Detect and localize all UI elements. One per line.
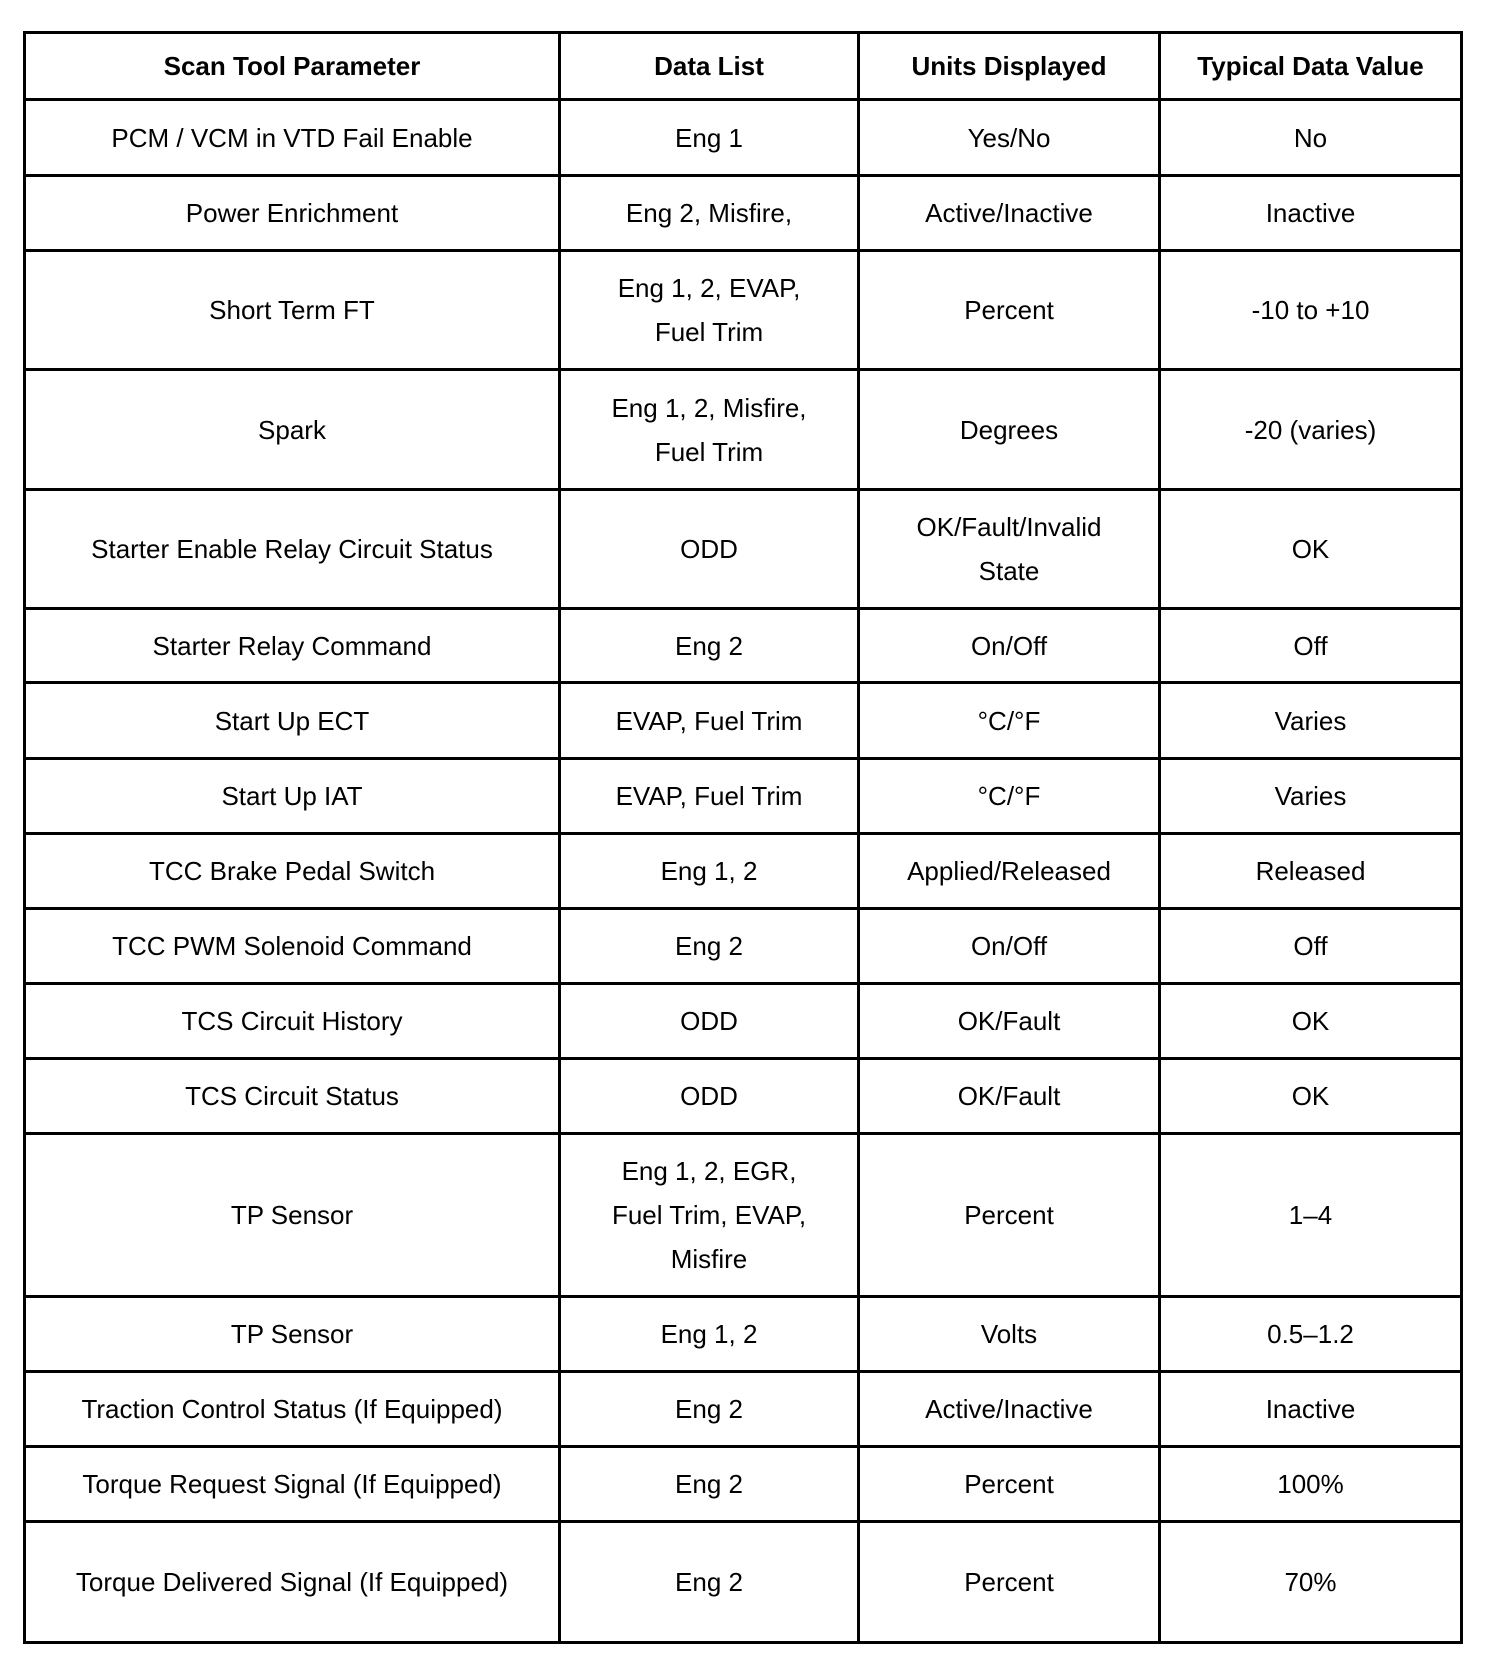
units-cell: °C/°F bbox=[857, 757, 1161, 835]
parameter-cell: Torque Delivered Signal (If Equipped) bbox=[23, 1520, 561, 1644]
parameter-cell: TP Sensor bbox=[23, 1295, 561, 1373]
units-cell: Percent bbox=[857, 1520, 1161, 1644]
units-cell: °C/°F bbox=[857, 681, 1161, 760]
units-cell: Active/Inactive bbox=[857, 1370, 1161, 1448]
data-list-cell: Eng 1, 2 bbox=[558, 1295, 860, 1373]
typical-value-cell: 70% bbox=[1158, 1520, 1463, 1644]
data-list-cell: EVAP, Fuel Trim bbox=[558, 681, 860, 760]
typical-value-cell: OK bbox=[1158, 488, 1463, 610]
typical-value-cell: Off bbox=[1158, 907, 1463, 985]
data-list-cell: Eng 1, 2, EVAP, Fuel Trim bbox=[558, 249, 860, 371]
parameter-cell: Short Term FT bbox=[23, 249, 561, 371]
data-list-cell: Eng 2, Misfire, bbox=[558, 174, 860, 252]
data-list-cell: Eng 1 bbox=[558, 98, 860, 177]
units-cell: Percent bbox=[857, 1445, 1161, 1523]
parameter-cell: TCS Circuit History bbox=[23, 982, 561, 1060]
table-row: PCM / VCM in VTD Fail Enable Eng 1 Yes/No N… bbox=[23, 98, 1463, 177]
units-cell: On/Off bbox=[857, 607, 1161, 684]
table-row: TCC Brake Pedal Switch Eng 1, 2 Applied/Re… bbox=[23, 832, 1463, 910]
data-list-cell: Eng 2 bbox=[558, 1520, 860, 1644]
typical-value-cell: 1–4 bbox=[1158, 1132, 1463, 1298]
header-row: Scan Tool Parameter Data List Units Disp… bbox=[23, 31, 1463, 101]
parameter-cell: Power Enrichment bbox=[23, 174, 561, 252]
typical-value-cell: OK bbox=[1158, 982, 1463, 1060]
typical-value-cell: -10 to +10 bbox=[1158, 249, 1463, 371]
data-list-cell: Eng 2 bbox=[558, 1445, 860, 1523]
units-cell: OK/Fault bbox=[857, 1057, 1161, 1135]
units-cell: Yes/No bbox=[857, 98, 1161, 177]
data-list-cell: Eng 2 bbox=[558, 607, 860, 684]
parameter-cell: Torque Request Signal (If Equipped) bbox=[23, 1445, 561, 1523]
typical-value-cell: 0.5–1.2 bbox=[1158, 1295, 1463, 1373]
units-cell: On/Off bbox=[857, 907, 1161, 985]
data-list-cell: Eng 1, 2, EGR, Fuel Trim, EVAP, Misfire bbox=[558, 1132, 860, 1298]
typical-value-cell: OK bbox=[1158, 1057, 1463, 1135]
typical-value-cell: 100% bbox=[1158, 1445, 1463, 1523]
typical-value-cell: Inactive bbox=[1158, 1370, 1463, 1448]
parameter-cell: Start Up IAT bbox=[23, 757, 561, 835]
units-cell: Applied/Released bbox=[857, 832, 1161, 910]
typical-value-cell: Off bbox=[1158, 607, 1463, 684]
typical-value-cell: Varies bbox=[1158, 681, 1463, 760]
table-row: TCC PWM Solenoid Command Eng 2 On/Off Off bbox=[23, 907, 1463, 985]
table-row: TP Sensor Eng 1, 2, EGR, Fuel Trim, EVAP,… bbox=[23, 1132, 1463, 1298]
table-row: Short Term FT Eng 1, 2, EVAP, Fuel Trim Pe… bbox=[23, 249, 1463, 371]
table-row: Start Up ECT EVAP, Fuel Trim °C/°F Varies bbox=[23, 681, 1463, 760]
table-row: Torque Request Signal (If Equipped) Eng 2… bbox=[23, 1445, 1463, 1523]
data-list-cell: Eng 2 bbox=[558, 1370, 860, 1448]
units-cell: Active/Inactive bbox=[857, 174, 1161, 252]
data-list-cell: Eng 1, 2 bbox=[558, 832, 860, 910]
parameter-cell: TCC PWM Solenoid Command bbox=[23, 907, 561, 985]
header-data-list: Data List bbox=[558, 31, 860, 101]
typical-value-cell: Released bbox=[1158, 832, 1463, 910]
table-row: Torque Delivered Signal (If Equipped) Eng… bbox=[23, 1520, 1463, 1644]
parameter-cell: Starter Enable Relay Circuit Status bbox=[23, 488, 561, 610]
parameter-cell: TCS Circuit Status bbox=[23, 1057, 561, 1135]
units-cell: OK/Fault/Invalid State bbox=[857, 488, 1161, 610]
parameter-cell: Start Up ECT bbox=[23, 681, 561, 760]
data-list-cell: ODD bbox=[558, 488, 860, 610]
typical-value-cell: -20 (varies) bbox=[1158, 368, 1463, 491]
header-parameter: Scan Tool Parameter bbox=[23, 31, 561, 101]
units-cell: Volts bbox=[857, 1295, 1161, 1373]
table-row: Starter Relay Command Eng 2 On/Off Off bbox=[23, 607, 1463, 684]
table-row: TP Sensor Eng 1, 2 Volts 0.5–1.2 bbox=[23, 1295, 1463, 1373]
table-row: Starter Enable Relay Circuit Status ODD OK… bbox=[23, 488, 1463, 610]
data-list-cell: Eng 1, 2, Misfire, Fuel Trim bbox=[558, 368, 860, 491]
header-typical-value: Typical Data Value bbox=[1158, 31, 1463, 101]
table-row: Spark Eng 1, 2, Misfire, Fuel Trim Degrees… bbox=[23, 368, 1463, 491]
parameter-cell: Traction Control Status (If Equipped) bbox=[23, 1370, 561, 1448]
typical-value-cell: No bbox=[1158, 98, 1463, 177]
parameter-cell: Starter Relay Command bbox=[23, 607, 561, 684]
header-units: Units Displayed bbox=[857, 31, 1161, 101]
table-row: Traction Control Status (If Equipped) Eng… bbox=[23, 1370, 1463, 1448]
data-list-cell: ODD bbox=[558, 982, 860, 1060]
data-list-cell: ODD bbox=[558, 1057, 860, 1135]
scan-tool-parameter-table: Scan Tool Parameter Data List Units Disp… bbox=[23, 31, 1463, 1644]
parameter-cell: TCC Brake Pedal Switch bbox=[23, 832, 561, 910]
units-cell: Percent bbox=[857, 1132, 1161, 1298]
units-cell: Percent bbox=[857, 249, 1161, 371]
parameter-cell: PCM / VCM in VTD Fail Enable bbox=[23, 98, 561, 177]
typical-value-cell: Inactive bbox=[1158, 174, 1463, 252]
table-row: TCS Circuit History ODD OK/Fault OK bbox=[23, 982, 1463, 1060]
units-cell: OK/Fault bbox=[857, 982, 1161, 1060]
table-row: Power Enrichment Eng 2, Misfire, Active/In… bbox=[23, 174, 1463, 252]
parameter-cell: TP Sensor bbox=[23, 1132, 561, 1298]
parameter-cell: Spark bbox=[23, 368, 561, 491]
units-cell: Degrees bbox=[857, 368, 1161, 491]
data-list-cell: Eng 2 bbox=[558, 907, 860, 985]
table-row: TCS Circuit Status ODD OK/Fault OK bbox=[23, 1057, 1463, 1135]
table-row: Start Up IAT EVAP, Fuel Trim °C/°F Varies bbox=[23, 757, 1463, 835]
data-list-cell: EVAP, Fuel Trim bbox=[558, 757, 860, 835]
typical-value-cell: Varies bbox=[1158, 757, 1463, 835]
